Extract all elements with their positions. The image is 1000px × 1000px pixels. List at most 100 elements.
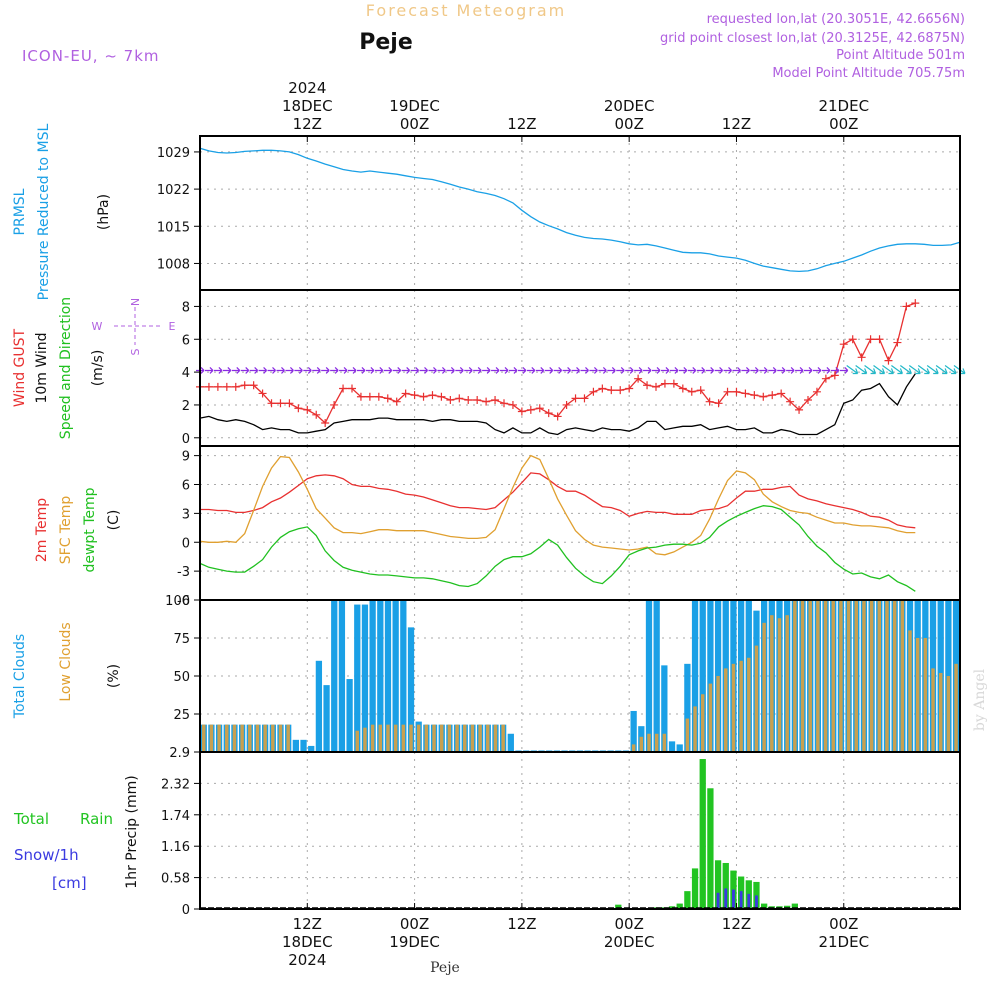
- clouds-bar-low-clouds: [447, 724, 452, 752]
- gust-point: [330, 400, 339, 409]
- clouds-bar-low-clouds: [708, 683, 713, 752]
- precip-ytick-label: 0.58: [161, 872, 190, 887]
- gust-point: [911, 299, 920, 308]
- wind-direction-arrow: [714, 367, 724, 374]
- clouds-bar-low-clouds: [862, 600, 866, 752]
- wind-direction-arrow: [500, 367, 509, 374]
- precip-rain-label: Rain: [80, 810, 113, 828]
- location-title: Peje: [359, 30, 413, 55]
- clouds-bar-low-clouds: [209, 724, 214, 752]
- clouds-bar-total-clouds: [676, 744, 683, 752]
- wind-direction-arrow: [249, 367, 259, 374]
- top-time-label: 12Z: [293, 115, 322, 133]
- gust-point: [723, 387, 732, 396]
- clouds-bar-low-clouds: [839, 600, 843, 752]
- clouds-bar-low-clouds: [869, 600, 874, 752]
- compass-rose: N S W E: [92, 298, 176, 356]
- gust-point: [437, 392, 446, 401]
- clouds-bar-low-clouds: [409, 724, 413, 752]
- wind-direction-arrow: [678, 367, 688, 374]
- model-point-altitude: Model Point Altitude 705.75m: [772, 66, 965, 81]
- wind-direction-arrow: [303, 367, 312, 374]
- pressure-label-msl: Pressure Reduced to MSL: [36, 123, 52, 300]
- pressure-panel: 1008 1015 1022 1029: [157, 135, 961, 291]
- top-time-label: 20DEC: [604, 97, 655, 115]
- series-line-dewpt-temp: [199, 505, 916, 592]
- wind-direction-arrow: [491, 367, 500, 374]
- wind-direction-arrow: [652, 367, 661, 374]
- clouds-bar-low-clouds: [808, 600, 812, 752]
- wind-direction-arrow: [804, 367, 813, 374]
- low-clouds-label: Low Clouds: [58, 622, 74, 701]
- wind-direction-arrow: [330, 367, 339, 374]
- clouds-bar-total-clouds: [346, 679, 353, 752]
- precip-bar-total-rain: [691, 868, 699, 909]
- clouds-bar-total-clouds: [323, 685, 330, 752]
- gust-point: [571, 394, 580, 403]
- gust-point: [705, 397, 714, 406]
- clouds-bar-low-clouds: [762, 622, 766, 752]
- gust-point: [643, 381, 652, 390]
- precip-panel: 0 0.58 1.16 1.74 2.32 2.9: [161, 746, 961, 918]
- gust-point: [678, 384, 687, 393]
- wind-direction-arrow: [589, 367, 598, 374]
- clouds-bar-low-clouds: [654, 733, 659, 752]
- clouds-ytick-label: 50: [173, 670, 190, 685]
- wind-direction-arrow: [643, 367, 652, 374]
- clouds-bar-low-clouds: [363, 727, 367, 752]
- wind-direction-arrow: [222, 367, 232, 374]
- clouds-bar-low-clouds: [455, 724, 459, 752]
- series-line-sfc-temp: [199, 454, 916, 556]
- wind-direction-arrow: [660, 367, 670, 374]
- wind-direction-arrow: [900, 364, 912, 375]
- clouds-bar-low-clouds: [355, 730, 359, 752]
- gust-point: [392, 397, 401, 406]
- gust-point: [562, 400, 571, 409]
- clouds-bar-low-clouds: [946, 676, 951, 752]
- precip-bar-total-rain: [761, 903, 768, 909]
- clouds-panel: 25 50 75 100: [165, 594, 961, 753]
- watermark: by Angel: [972, 668, 988, 731]
- compass-n: N: [129, 298, 142, 306]
- clouds-bar-low-clouds: [923, 638, 928, 752]
- wind-direction-arrow: [917, 364, 930, 375]
- gust-point: [455, 394, 464, 403]
- wind-direction-arrow: [944, 364, 957, 375]
- header-title: Forecast Meteogram: [366, 1, 566, 20]
- wind-direction-arrow: [580, 367, 589, 374]
- clouds-bar-low-clouds: [731, 663, 736, 752]
- clouds-bar-total-clouds: [361, 604, 369, 752]
- wind-direction-arrow: [926, 364, 939, 375]
- temperature-ytick-label: 6: [182, 479, 190, 494]
- wind-direction-arrow: [935, 364, 948, 375]
- requested-coords: requested lon,lat (20.3051E, 42.6656N): [707, 12, 965, 27]
- wind-direction-arrow: [213, 367, 223, 374]
- precip-bar-total-rain: [615, 904, 622, 909]
- temperature-ytick-label: -3: [177, 565, 190, 580]
- clouds-bar-low-clouds: [662, 733, 667, 752]
- gust-point: [428, 391, 437, 400]
- clouds-bar-low-clouds: [931, 668, 935, 752]
- clouds-bar-low-clouds: [478, 724, 482, 752]
- wind-speed-dir-label: Speed and Direction: [58, 297, 74, 439]
- clouds-bar-low-clouds: [647, 733, 651, 752]
- clouds-bar-total-clouds: [630, 710, 637, 752]
- precip-ytick-label: 0: [182, 903, 190, 918]
- clouds-bar-total-clouds: [400, 600, 407, 752]
- clouds-bar-low-clouds: [286, 724, 290, 752]
- temp-2m-label: 2m Temp: [34, 498, 50, 562]
- wind-direction-arrow: [410, 367, 420, 374]
- gust-point: [374, 392, 383, 401]
- bottom-time-label: 19DEC: [389, 933, 440, 951]
- gust-point: [276, 399, 285, 408]
- wind-direction-arrow: [908, 364, 921, 375]
- wind-direction-arrow: [777, 367, 786, 374]
- wind-direction-arrow: [401, 367, 411, 374]
- clouds-bar-low-clouds: [370, 724, 375, 752]
- gust-point: [401, 389, 410, 398]
- bottom-time-label: 21DEC: [818, 933, 869, 951]
- wind-direction-arrow: [821, 367, 831, 374]
- clouds-bar-low-clouds: [416, 724, 421, 752]
- wind-direction-arrow: [669, 367, 679, 374]
- top-time-label: 2024: [288, 79, 326, 97]
